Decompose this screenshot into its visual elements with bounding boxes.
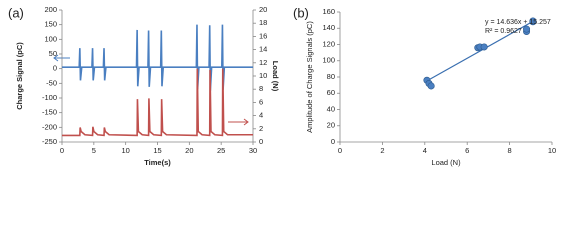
series-line — [62, 68, 253, 137]
y2-tick-label: 14 — [259, 45, 267, 54]
x-axis-label: Load (N) — [431, 158, 461, 167]
y-tick-label: -250 — [42, 137, 57, 146]
x-tick-label: 5 — [92, 146, 96, 155]
y2-tick-label: 10 — [259, 71, 267, 80]
y-tick-label: 20 — [327, 121, 335, 130]
y2-tick-label: 20 — [259, 5, 267, 14]
point — [480, 43, 488, 51]
y-tick-label: 0 — [331, 137, 335, 146]
y2-tick-label: 6 — [259, 97, 263, 106]
x-tick-label: 6 — [465, 146, 469, 155]
panel-label: (a) — [8, 5, 24, 20]
y-tick-label: 50 — [49, 49, 57, 58]
y-tick-label: 200 — [44, 5, 57, 14]
x-tick-label: 20 — [185, 146, 193, 155]
x-tick-label: 25 — [217, 146, 225, 155]
panel-label: (b) — [293, 5, 309, 20]
figure: (a)0 5 10 15 20 25 30-250-200-150-100-50050100… — [8, 5, 556, 167]
y2-tick-label: 4 — [259, 111, 263, 120]
point — [523, 25, 531, 33]
y-axis-label: Charge Signal (pC) — [15, 42, 24, 110]
x-axis-label: Time(s) — [144, 158, 171, 167]
y-tick-label: 40 — [327, 104, 335, 113]
y-tick-label: -100 — [42, 93, 57, 102]
y-tick-label: 60 — [327, 88, 335, 97]
arrow-right — [228, 118, 249, 126]
y2-tick-label: 12 — [259, 58, 267, 67]
y2-tick-label: 8 — [259, 84, 263, 93]
y-tick-label: 160 — [322, 7, 335, 16]
trendline — [426, 20, 534, 82]
y-tick-label: 100 — [322, 56, 335, 65]
y-tick-label: 150 — [44, 20, 57, 29]
y2-tick-label: 18 — [259, 18, 267, 27]
y2-tick-label: 0 — [259, 137, 263, 146]
x-tick-label: 8 — [508, 146, 512, 155]
trend-r-squared: R² = 0.9627 — [485, 28, 522, 35]
y-tick-label: -150 — [42, 108, 57, 117]
y-tick-label: 100 — [44, 34, 57, 43]
x-tick-label: 0 — [60, 146, 64, 155]
y-tick-label: 120 — [322, 39, 335, 48]
x-tick-label: 30 — [249, 146, 257, 155]
y2-tick-label: 2 — [259, 124, 263, 133]
trend-equation: y = 14.636x + 15.257 — [485, 19, 551, 26]
point — [529, 17, 537, 25]
y-tick-label: -50 — [46, 78, 57, 87]
x-tick-label: 10 — [548, 146, 556, 155]
x-tick-label: 10 — [121, 146, 129, 155]
point — [427, 82, 435, 90]
y-tick-label: 0 — [53, 64, 57, 73]
x-tick-label: 15 — [153, 146, 161, 155]
y-tick-label: -200 — [42, 122, 57, 131]
x-tick-label: 0 — [338, 146, 342, 155]
y-tick-label: 80 — [327, 72, 335, 81]
x-tick-label: 2 — [380, 146, 384, 155]
y2-axis-label: Load (N) — [271, 61, 280, 92]
y2-tick-label: 16 — [259, 31, 267, 40]
y-axis-label: Amplitude of Charge Signals (pC) — [305, 21, 314, 133]
x-tick-label: 4 — [423, 146, 427, 155]
y-tick-label: 140 — [322, 23, 335, 32]
series-line — [62, 24, 253, 91]
